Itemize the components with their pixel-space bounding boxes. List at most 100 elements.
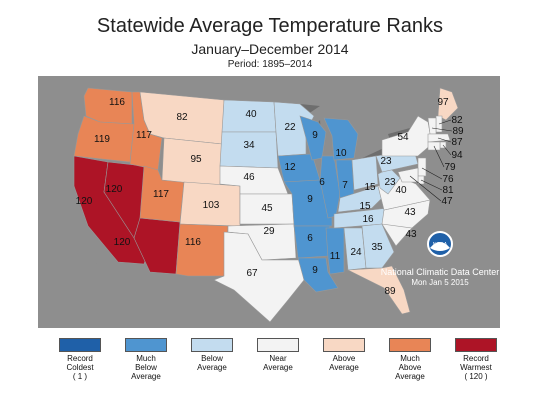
legend-swatch <box>125 338 167 352</box>
state-nj <box>417 157 427 177</box>
rank-label-me: 97 <box>437 97 449 108</box>
rank-label-ia: 12 <box>284 162 296 173</box>
rank-label-nd: 40 <box>245 109 257 120</box>
legend-label: Record Coldest( 1 ) <box>66 354 94 381</box>
legend-swatch <box>59 338 101 352</box>
rank-label-ma: 87 <box>451 137 463 148</box>
rank-label-sd: 34 <box>243 140 255 151</box>
agency-name: National Climatic Data Center <box>381 267 500 277</box>
rank-label-ri: 94 <box>451 150 463 161</box>
rank-label-nc: 43 <box>404 207 416 218</box>
state-la <box>297 257 339 293</box>
leader-nh <box>438 119 452 125</box>
rank-label-ok: 29 <box>263 226 275 237</box>
rank-label-wa: 116 <box>109 97 125 108</box>
state-ky <box>337 185 387 213</box>
noaa-logo: NOAA <box>427 231 453 257</box>
rank-label-al: 24 <box>350 247 362 258</box>
rank-label-ks: 45 <box>261 203 273 214</box>
legend-swatch <box>389 338 431 352</box>
rank-label-ne: 46 <box>243 172 255 183</box>
state-mn <box>273 101 315 157</box>
leader-lines <box>409 119 453 202</box>
rank-label-mn: 22 <box>284 122 296 133</box>
state-mi <box>323 117 359 161</box>
rank-label-sc: 43 <box>405 229 417 240</box>
legend-item: Below Average <box>180 338 244 372</box>
map-title: Statewide Average Temperature Ranks <box>96 15 444 37</box>
rank-label-co: 103 <box>203 200 220 211</box>
leader-de <box>420 179 443 191</box>
legend-item: Much Below Average <box>114 338 178 381</box>
rank-label-md: 47 <box>441 196 453 207</box>
rank-label-ky: 15 <box>359 201 371 212</box>
rank-label-id: 117 <box>136 130 152 141</box>
legend-item: Record Coldest( 1 ) <box>48 338 112 381</box>
rank-label-de: 81 <box>442 185 454 196</box>
rank-label-pa: 23 <box>380 156 392 167</box>
rank-label-ar: 6 <box>307 233 313 244</box>
legend-swatch <box>257 338 299 352</box>
map-date: Mon Jan 5 2015 <box>411 278 469 287</box>
rank-label-vt: 89 <box>452 126 464 137</box>
legend: Record Coldest( 1 ) Much Below Average Below A… <box>48 338 508 398</box>
rank-label-wi: 9 <box>312 130 318 141</box>
rank-label-mo: 9 <box>307 194 313 205</box>
legend-swatch <box>455 338 497 352</box>
state-oh <box>351 155 379 191</box>
rank-label-az: 120 <box>114 237 131 248</box>
rank-label-nv: 120 <box>76 196 93 207</box>
us-state-map: 1161191201201201171178295103116403446452… <box>38 76 500 328</box>
rank-label-il: 6 <box>319 177 325 188</box>
rank-labels-layer: 1161191201201201171178295103116403446452… <box>76 97 464 297</box>
rank-label-ut: 117 <box>153 189 169 200</box>
rank-label-ny: 54 <box>397 132 409 143</box>
states-layer <box>73 87 459 323</box>
state-nm <box>175 223 229 277</box>
legend-item: Much Above Average <box>378 338 442 381</box>
leader-ma <box>437 137 452 143</box>
leader-vt <box>431 127 453 132</box>
rank-label-wv: 23 <box>384 177 396 188</box>
rank-label-ca: 120 <box>106 184 123 195</box>
leader-nj <box>421 167 443 180</box>
map-period: Period: 1895–2014 <box>227 59 313 70</box>
rank-label-va: 40 <box>395 185 407 196</box>
rank-label-mt: 82 <box>176 112 188 123</box>
leader-md <box>409 175 442 202</box>
noaa-logo-text: NOAA <box>433 242 448 248</box>
legend-item: Near Average <box>246 338 310 372</box>
state-ga <box>361 223 395 269</box>
rank-label-nh: 82 <box>451 115 463 126</box>
rank-label-ct: 79 <box>444 162 456 173</box>
rank-label-ga: 35 <box>371 242 383 253</box>
state-ms <box>325 227 345 275</box>
rank-label-tn: 16 <box>362 214 374 225</box>
legend-item: Record Warmest( 120 ) <box>444 338 508 381</box>
map-subtitle: January–December 2014 <box>191 41 349 57</box>
rank-label-la: 9 <box>312 265 318 276</box>
state-tx <box>213 231 305 323</box>
rank-label-in: 7 <box>342 180 348 191</box>
rank-label-wy: 95 <box>190 154 202 165</box>
legend-label: Near Average <box>263 354 293 372</box>
rank-label-nj: 76 <box>442 174 454 185</box>
legend-label: Much Below Average <box>131 354 161 381</box>
leader-ri <box>442 144 452 156</box>
rank-label-or: 119 <box>94 134 110 145</box>
rank-label-mi: 10 <box>335 148 347 159</box>
legend-item: Above Average <box>312 338 376 372</box>
rank-label-nm: 116 <box>185 237 201 248</box>
legend-label: Below Average <box>197 354 227 372</box>
legend-swatch <box>323 338 365 352</box>
state-fl <box>346 265 411 315</box>
rank-label-tx: 67 <box>246 268 258 279</box>
legend-label: Above Average <box>329 354 359 372</box>
state-me <box>437 87 459 121</box>
rank-label-ms: 11 <box>330 251 341 262</box>
legend-label: Much Above Average <box>395 354 425 381</box>
legend-label: Record Warmest( 120 ) <box>460 354 492 381</box>
legend-swatch <box>191 338 233 352</box>
rank-label-fl: 89 <box>384 286 396 297</box>
